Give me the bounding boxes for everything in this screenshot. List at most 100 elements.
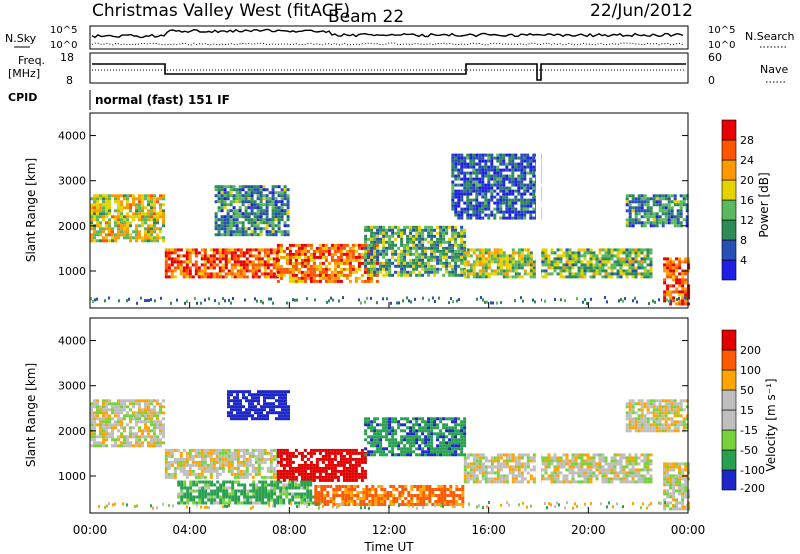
velocity-echo-cell xyxy=(317,503,321,506)
power-echo-cell xyxy=(607,248,611,252)
power-echo-cell xyxy=(250,188,254,192)
velocity-echo-cell xyxy=(263,402,266,406)
power-echo-cell xyxy=(481,192,485,196)
velocity-echo-cell xyxy=(254,454,258,458)
velocity-echo-cell xyxy=(138,405,141,409)
velocity-echo-cell xyxy=(108,417,111,421)
power-echo-cell xyxy=(661,218,665,222)
power-echo-cell xyxy=(445,228,449,232)
power-echo-cell xyxy=(652,215,656,219)
power-echo-cell xyxy=(253,206,257,210)
power-echo-cell xyxy=(490,192,494,196)
velocity-echo-cell xyxy=(197,451,201,455)
power-echo-cell xyxy=(364,234,368,238)
power-echo-cell xyxy=(114,209,117,213)
power-echo-cell xyxy=(215,257,219,261)
velocity-echo-cell xyxy=(170,460,174,464)
velocity-echo-cell xyxy=(227,399,230,403)
power-echo-cell xyxy=(312,249,316,253)
velocity-echo-cell xyxy=(386,494,390,497)
power-echo-cell xyxy=(532,165,536,169)
velocity-echo-cell xyxy=(263,448,267,452)
power-echo-cell xyxy=(364,264,368,268)
power-echo-cell xyxy=(487,183,491,187)
power-echo-cell xyxy=(463,263,467,267)
power-echo-cell xyxy=(294,279,298,283)
power-echo-cell xyxy=(484,251,488,255)
velocity-echo-cell xyxy=(345,457,349,461)
power-echo-cell xyxy=(156,239,159,243)
velocity-echo-cell xyxy=(210,489,214,493)
velocity-echo-cell xyxy=(222,495,226,499)
power-echo-cell xyxy=(266,263,270,267)
power-echo-cell xyxy=(348,267,352,271)
power-echo-cell xyxy=(514,213,518,217)
velocity-echo-cell xyxy=(312,448,316,452)
power-echo-cell xyxy=(294,249,298,253)
velocity-echo-cell xyxy=(248,393,251,397)
velocity-echo-cell xyxy=(264,492,268,496)
power-echo-cell xyxy=(209,275,213,279)
power-echo-cell xyxy=(257,260,261,264)
power-echo-cell xyxy=(568,263,572,267)
power-echo-cell xyxy=(523,165,527,169)
power-echo-cell xyxy=(141,197,144,201)
freq-unit: [MHz] xyxy=(8,67,40,80)
power-echo-cell xyxy=(220,194,224,198)
velocity-echo-cell xyxy=(213,495,217,499)
power-echo-cell xyxy=(463,192,467,196)
power-echo-cell xyxy=(655,200,659,204)
power-near-range-cell xyxy=(560,298,562,302)
power-echo-cell xyxy=(681,275,685,279)
velocity-echo-cell xyxy=(294,478,298,482)
velocity-echo-cell xyxy=(284,411,287,415)
velocity-echo-cell xyxy=(360,472,364,476)
power-echo-cell xyxy=(643,269,647,273)
power-echo-cell xyxy=(681,296,685,300)
power-echo-cell xyxy=(280,203,284,207)
power-echo-cell xyxy=(553,257,557,261)
velocity-echo-cell xyxy=(138,426,141,430)
velocity-echo-cell xyxy=(339,469,343,473)
velocity-echo-cell xyxy=(198,489,202,493)
power-echo-cell xyxy=(238,212,242,216)
power-echo-cell xyxy=(285,255,289,259)
velocity-echo-cell xyxy=(318,451,322,455)
power-echo-cell xyxy=(655,224,659,228)
power-echo-cell xyxy=(667,194,671,198)
velocity-echo-cell xyxy=(321,475,325,479)
velocity-echo-cell xyxy=(327,478,331,482)
power-echo-cell xyxy=(330,252,334,256)
velocity-echo-cell xyxy=(239,399,242,403)
power-echo-cell xyxy=(144,194,147,198)
velocity-echo-cell xyxy=(254,399,257,403)
velocity-echo-cell xyxy=(201,489,205,493)
power-echo-cell xyxy=(233,260,237,264)
velocity-echo-cell xyxy=(188,454,192,458)
velocity-echo-cell xyxy=(266,411,269,415)
power-echo-cell xyxy=(226,212,230,216)
power-echo-cell xyxy=(475,254,479,258)
power-echo-cell xyxy=(478,180,482,184)
power-echo-cell xyxy=(244,230,248,234)
colorbar-segment xyxy=(721,259,737,281)
power-echo-cell xyxy=(687,293,691,297)
velocity-echo-cell xyxy=(278,414,281,418)
power-echo-cell xyxy=(577,269,581,273)
power-echo-cell xyxy=(547,260,551,264)
velocity-echo-cell xyxy=(231,483,235,487)
velocity-echo-cell xyxy=(228,492,232,496)
velocity-echo-cell xyxy=(141,444,144,448)
power-echo-cell xyxy=(114,236,117,240)
velocity-echo-cell xyxy=(230,393,233,397)
velocity-echo-cell xyxy=(347,485,351,488)
power-echo-cell xyxy=(532,198,536,202)
power-echo-cell xyxy=(661,212,665,216)
power-echo-cell xyxy=(102,230,105,234)
power-echo-cell xyxy=(276,258,280,262)
power-echo-cell xyxy=(661,224,665,228)
power-echo-cell xyxy=(625,260,629,264)
power-echo-cell xyxy=(574,260,578,264)
power-echo-cell xyxy=(640,206,644,210)
power-echo-cell xyxy=(478,156,482,160)
